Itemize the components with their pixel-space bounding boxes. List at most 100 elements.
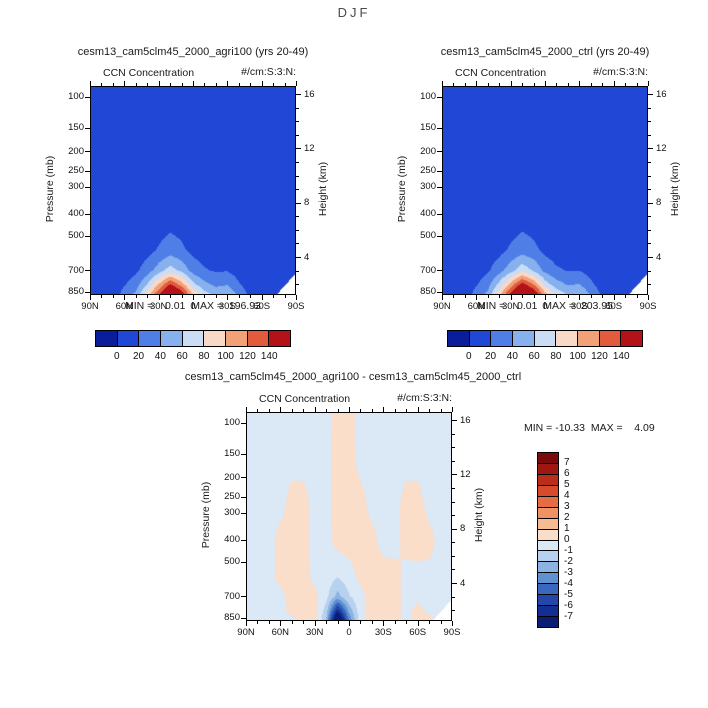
latitude-tick-label: 90N (237, 627, 255, 638)
height-tick-label: 4 (304, 251, 310, 263)
pressure-tick-label: 500 (420, 230, 436, 242)
panel-title-diff: cesm13_cam5clm45_2000_agri100 - cesm13_c… (184, 371, 522, 383)
colorbar-cell (469, 331, 492, 346)
latitude-tick-label: 30N (149, 301, 168, 312)
latitude-tick-label: 90S (287, 301, 305, 312)
height-tick-label: 16 (460, 414, 471, 426)
colorbar-tick-label: 20 (132, 351, 145, 362)
colorbar-cell (538, 518, 558, 530)
colorbar-cell (534, 331, 557, 346)
axes-frame (437, 81, 653, 300)
colorbar-cell (538, 595, 558, 607)
colorbar-cell (538, 474, 558, 486)
pressure-tick-label: 700 (68, 264, 84, 276)
height-tick-label: 12 (304, 142, 315, 154)
pressure-tick-label: 400 (224, 534, 240, 546)
var-label: CCN Concentration (259, 393, 351, 405)
latitude-tick-label: 60N (271, 627, 290, 638)
colorbar-tick-label: 120 (591, 351, 608, 362)
pressure-tick-label: 100 (224, 417, 240, 429)
minmax-label: MIN = 0.01 MAX = 203.95 (477, 300, 613, 312)
pressure-tick-label: 700 (420, 264, 436, 276)
colorbar (537, 452, 559, 628)
colorbar-cell (269, 331, 291, 346)
colorbar-cell (621, 331, 643, 346)
colorbar-cell (182, 331, 205, 346)
colorbar-cell (117, 331, 140, 346)
minmax-label: MIN = -10.33 MAX = 4.09 (524, 422, 655, 434)
colorbar-tick-label: 0 (113, 351, 120, 362)
pressure-tick-label: 250 (68, 165, 84, 177)
colorbar-tick-label: 100 (217, 351, 234, 362)
colorbar (95, 330, 291, 347)
latitude-tick-label: 60N (115, 301, 134, 312)
colorbar-cell (538, 551, 558, 563)
colorbar-tick-label: -7 (564, 611, 573, 622)
pressure-tick-label: 100 (420, 91, 436, 103)
colorbar-cell (538, 507, 558, 519)
colorbar-cell (161, 331, 183, 346)
colorbar-tick-label: -6 (564, 600, 573, 611)
colorbar-cell (556, 331, 579, 346)
minmax-label: MIN = 0.01 MAX = 196.93 (125, 300, 261, 312)
colorbar-tick-label: 140 (612, 351, 630, 362)
pressure-tick-label: 500 (224, 556, 240, 568)
latitude-tick-label: 90N (81, 301, 99, 312)
latitude-tick-label: 30S (374, 627, 392, 638)
latitude-tick-label: 30S (218, 301, 236, 312)
figure-title: DJF (337, 5, 371, 20)
units-label: #/cm:S:3:N: (397, 392, 452, 404)
height-tick-label: 12 (656, 142, 667, 154)
panel-title-ctrl: cesm13_cam5clm45_2000_ctrl (yrs 20-49) (440, 46, 650, 58)
pressure-tick-label: 150 (224, 448, 240, 460)
latitude-tick-label: 30S (570, 301, 588, 312)
colorbar-cell (204, 331, 227, 346)
units-label: #/cm:S:3:N: (241, 66, 296, 78)
colorbar-cell (513, 331, 535, 346)
units-label: #/cm:S:3:N: (593, 66, 648, 78)
pressure-tick-label: 400 (420, 208, 436, 220)
colorbar-tick-label: 140 (260, 351, 278, 362)
pressure-tick-label: 150 (68, 122, 84, 134)
colorbar-cell (538, 540, 558, 552)
colorbar-tick-label: -2 (564, 556, 573, 567)
colorbar-cell (538, 453, 558, 464)
latitude-tick-label: 30N (305, 627, 324, 638)
colorbar-tick-label: 0 (465, 351, 472, 362)
colorbar-tick-label: 1 (564, 523, 570, 534)
colorbar-tick-label: 5 (564, 479, 570, 490)
height-tick-label: 8 (304, 197, 310, 209)
colorbar-tick-label: 60 (528, 351, 540, 362)
pressure-tick-label: 850 (224, 612, 240, 623)
colorbar-cell (538, 617, 558, 627)
pressure-tick-label: 400 (68, 208, 84, 220)
pressure-tick-label: 150 (420, 122, 436, 134)
pressure-tick-label: 250 (420, 165, 436, 177)
latitude-tick-label: 0 (542, 301, 548, 312)
colorbar-tick-label: 3 (564, 501, 570, 512)
pressure-tick-label: 850 (420, 286, 436, 297)
colorbar-tick-label: -4 (564, 578, 573, 589)
colorbar-cell (491, 331, 514, 346)
colorbar-cell (538, 496, 558, 508)
colorbar-cell (578, 331, 600, 346)
colorbar-cell (96, 331, 118, 346)
axes-frame (85, 81, 301, 300)
height-tick-label: 4 (460, 577, 466, 589)
colorbar-tick-label: -3 (564, 567, 573, 578)
colorbar-tick-label: -1 (564, 545, 573, 556)
colorbar-tick-label: 6 (564, 468, 570, 479)
latitude-tick-label: 60N (467, 301, 486, 312)
colorbar-tick-label: 20 (484, 351, 497, 362)
contour-field-canvas (246, 412, 452, 621)
colorbar-tick-label: 120 (239, 351, 256, 362)
colorbar-tick-label: 60 (176, 351, 188, 362)
latitude-tick-label: 90S (443, 627, 461, 638)
pressure-tick-label: 200 (224, 471, 240, 483)
latitude-tick-label: 90S (639, 301, 657, 312)
colorbar-cell (538, 463, 558, 475)
pressure-tick-label: 300 (68, 181, 84, 193)
pressure-tick-label: 250 (224, 491, 240, 503)
pressure-tick-label: 200 (420, 145, 436, 157)
pressure-tick-label: 700 (224, 590, 240, 602)
